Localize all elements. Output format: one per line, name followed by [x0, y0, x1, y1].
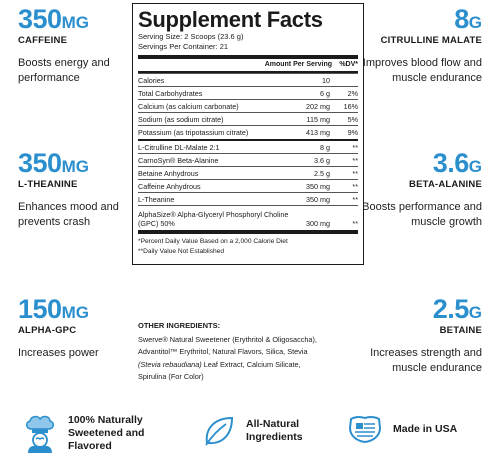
stat-betaalanine-label: BETA-ALANINE	[409, 179, 482, 190]
stat-alphagpc: 150MG ALPHA-GPC Increases power	[18, 296, 138, 361]
facts-row: CarnoSyn® Beta-Alanine 3.6 g **	[138, 153, 358, 166]
facts-row: Caffeine Anhydrous 350 mg **	[138, 179, 358, 192]
footnote-dv: *Percent Daily Value Based on a 2,000 Ca…	[138, 238, 288, 245]
badge-naturally-sweetened-text: 100% Naturally Sweetened and Flavored	[68, 414, 145, 452]
stat-caffeine-desc: Boosts energy and performance	[18, 57, 110, 84]
stat-caffeine-label: CAFFEINE	[18, 35, 68, 46]
stat-betaalanine: 3.6G BETA-ALANINE Boosts performance and…	[357, 150, 482, 230]
badge-all-natural: All-Natural Ingredients	[202, 414, 303, 448]
facts-title: Supplement Facts	[138, 7, 323, 32]
stat-citrulline: 8G CITRULLINE MALATE Improves blood flow…	[357, 6, 482, 86]
badge-naturally-sweetened: 100% Naturally Sweetened and Flavored	[22, 414, 144, 453]
chef-icon	[26, 415, 54, 453]
supplement-facts-panel: Supplement Facts Serving Size: 2 Scoops …	[132, 3, 364, 265]
stat-citrulline-amount: 8G	[454, 4, 482, 34]
badge-all-natural-text: All-Natural Ingredients	[246, 418, 303, 443]
facts-row: AlphaSize® Alpha-Glyceryl Phosphoryl Cho…	[138, 205, 358, 230]
facts-row: Sodium (as sodium citrate) 115 mg 5%	[138, 112, 358, 125]
stat-theanine-amount: 350MG	[18, 148, 89, 178]
facts-row: Betaine Anhydrous 2.5 g **	[138, 166, 358, 179]
facts-row: L-Citrulline DL-Malate 2:1 8 g **	[138, 142, 358, 152]
stat-citrulline-label: CITRULLINE MALATE	[380, 35, 482, 46]
divider-medium	[138, 139, 358, 141]
stat-betaine-amount: 2.5G	[432, 294, 482, 324]
divider-medium	[138, 71, 358, 73]
stat-alphagpc-label: ALPHA-GPC	[18, 325, 77, 336]
divider-thick	[138, 55, 358, 59]
other-ingredients-line: Spirulina (For Color)	[138, 372, 204, 381]
servings-per-container: Servings Per Container: 21	[138, 42, 229, 51]
stat-betaine-desc: Increases strength and muscle endurance	[370, 347, 482, 374]
facts-row: Total Carbohydrates 6 g 2%	[138, 86, 358, 99]
other-ingredients-line: Advantitol™ Erythritol, Natural Flavors,…	[138, 347, 308, 356]
other-ingredients: OTHER INGREDIENTS: Swerve® Natural Sweet…	[138, 320, 368, 384]
amount-per-serving-header: Amount Per Serving	[264, 61, 332, 68]
dv-header: %DV*	[339, 61, 358, 68]
facts-footnotes: *Percent Daily Value Based on a 2,000 Ca…	[138, 234, 358, 256]
facts-row: L-Theanine 350 mg **	[138, 192, 358, 205]
other-ingredients-heading: OTHER INGREDIENTS:	[138, 321, 221, 330]
stat-alphagpc-desc: Increases power	[18, 347, 99, 359]
stat-alphagpc-amount: 150MG	[18, 294, 89, 324]
facts-row: Calories 10	[138, 73, 358, 86]
stat-betaalanine-amount: 3.6G	[432, 148, 482, 178]
other-ingredients-line: (Stevia rebaudiana) Leaf Extract, Calciu…	[138, 359, 301, 369]
footnote-not-established: **Daily Value Not Established	[138, 247, 225, 255]
usa-flag-icon	[348, 415, 382, 444]
facts-row: Potassium (as tripotassium citrate) 413 m…	[138, 125, 358, 138]
serving-size: Serving Size: 2 Scoops (23.6 g)	[138, 32, 244, 41]
stat-caffeine-amount: 350MG	[18, 4, 89, 34]
stat-betaalanine-desc: Boosts performance and muscle growth	[362, 201, 482, 228]
badge-made-in-usa-text: Made in USA	[393, 422, 458, 435]
stat-caffeine: 350MG CAFFEINE Boosts energy and perform…	[18, 6, 138, 86]
badge-made-in-usa: Made in USA	[347, 414, 457, 444]
stat-citrulline-desc: Improves blood flow and muscle endurance	[362, 57, 482, 84]
facts-row: Calcium (as calcium carbonate) 202 mg 16%	[138, 99, 358, 112]
divider-thick	[138, 230, 358, 234]
stat-theanine-desc: Enhances mood and prevents crash	[18, 201, 119, 228]
stat-theanine: 350MG L-THEANINE Enhances mood and preve…	[18, 150, 138, 230]
other-ingredients-line: Swerve® Natural Sweetener (Erythritol & …	[138, 334, 317, 344]
stat-betaine-label: BETAINE	[439, 325, 482, 336]
stat-betaine: 2.5G BETAINE Increases strength and musc…	[357, 296, 482, 376]
facts-header: Amount Per Serving %DV*	[138, 59, 358, 71]
leaf-icon	[205, 416, 234, 446]
stat-theanine-label: L-THEANINE	[18, 179, 78, 190]
